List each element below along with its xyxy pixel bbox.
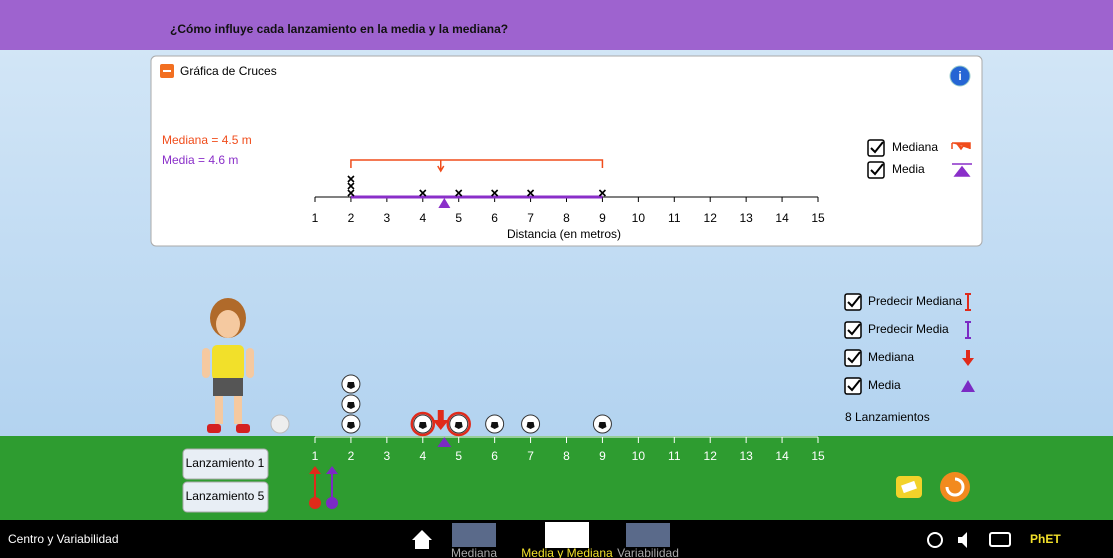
tick-label: 9	[599, 211, 606, 225]
tick-label: 10	[632, 211, 646, 225]
tab-icon[interactable]	[545, 522, 589, 548]
tab-label: Mediana	[451, 546, 497, 558]
axis-label: Distancia (en metros)	[507, 227, 621, 241]
tick-label: 2	[348, 211, 355, 225]
field-tick-label: 3	[384, 449, 391, 463]
ball	[448, 413, 470, 435]
tick-label: 15	[811, 211, 825, 225]
tab-icon[interactable]	[626, 523, 670, 547]
brand: PhET	[1030, 532, 1061, 546]
checkbox-label: Media	[892, 162, 925, 176]
header-title: ¿Cómo influye cada lanzamiento en la med…	[170, 22, 508, 36]
field-tick-label: 9	[599, 449, 606, 463]
field-tick-label: 13	[739, 449, 753, 463]
checkbox-label: Predecir Media	[868, 322, 949, 336]
field-tick-label: 4	[419, 449, 426, 463]
field-tick-label: 12	[704, 449, 718, 463]
field-tick-label: 10	[632, 449, 646, 463]
tick-label: 13	[739, 211, 753, 225]
tab-label: Variabilidad	[617, 546, 679, 558]
throw-count: 8 Lanzamientos	[845, 410, 930, 424]
tick-label: 14	[775, 211, 789, 225]
reset-button[interactable]	[940, 472, 970, 502]
ball	[522, 415, 540, 433]
tick-label: 8	[563, 211, 570, 225]
median-label: Mediana = 4.5 m	[162, 133, 252, 147]
field-tick-label: 7	[527, 449, 534, 463]
next-ball[interactable]	[271, 415, 289, 433]
panel-title: Gráfica de Cruces	[180, 64, 277, 78]
header-bar	[0, 0, 1113, 50]
info-icon: i	[958, 69, 961, 83]
button-label: Lanzamiento 5	[186, 489, 265, 503]
collapse-icon	[163, 70, 171, 72]
field-tick-label: 8	[563, 449, 570, 463]
field-tick-label: 14	[775, 449, 789, 463]
ball	[342, 395, 360, 413]
checkbox-label: Mediana	[868, 350, 914, 364]
field-tick-label: 15	[811, 449, 825, 463]
field-tick-label: 6	[491, 449, 498, 463]
tick-label: 1	[312, 211, 319, 225]
tick-label: 12	[704, 211, 718, 225]
ball	[593, 415, 611, 433]
tick-label: 7	[527, 211, 534, 225]
tick-label: 3	[384, 211, 391, 225]
ball	[486, 415, 504, 433]
screen: ¿Cómo influye cada lanzamiento en la med…	[0, 0, 1113, 558]
checkbox-label: Media	[868, 378, 901, 392]
ball	[342, 415, 360, 433]
field-tick-label: 5	[455, 449, 462, 463]
ball	[342, 375, 360, 393]
tick-label: 5	[455, 211, 462, 225]
field-tick-label: 11	[668, 449, 681, 463]
field-tick-label: 1	[312, 449, 319, 463]
ball	[412, 413, 434, 435]
tick-label: 6	[491, 211, 498, 225]
app-title: Centro y Variabilidad	[8, 532, 119, 546]
button-label: Lanzamiento 1	[186, 456, 265, 470]
tab-icon[interactable]	[452, 523, 496, 547]
checkbox-label: Predecir Mediana	[868, 294, 962, 308]
checkbox-label: Mediana	[892, 140, 938, 154]
tick-label: 11	[668, 211, 681, 225]
tab-label: Media y Mediana	[521, 546, 613, 558]
tick-label: 4	[419, 211, 426, 225]
mean-label: Media = 4.6 m	[162, 153, 238, 167]
field-tick-label: 2	[348, 449, 355, 463]
